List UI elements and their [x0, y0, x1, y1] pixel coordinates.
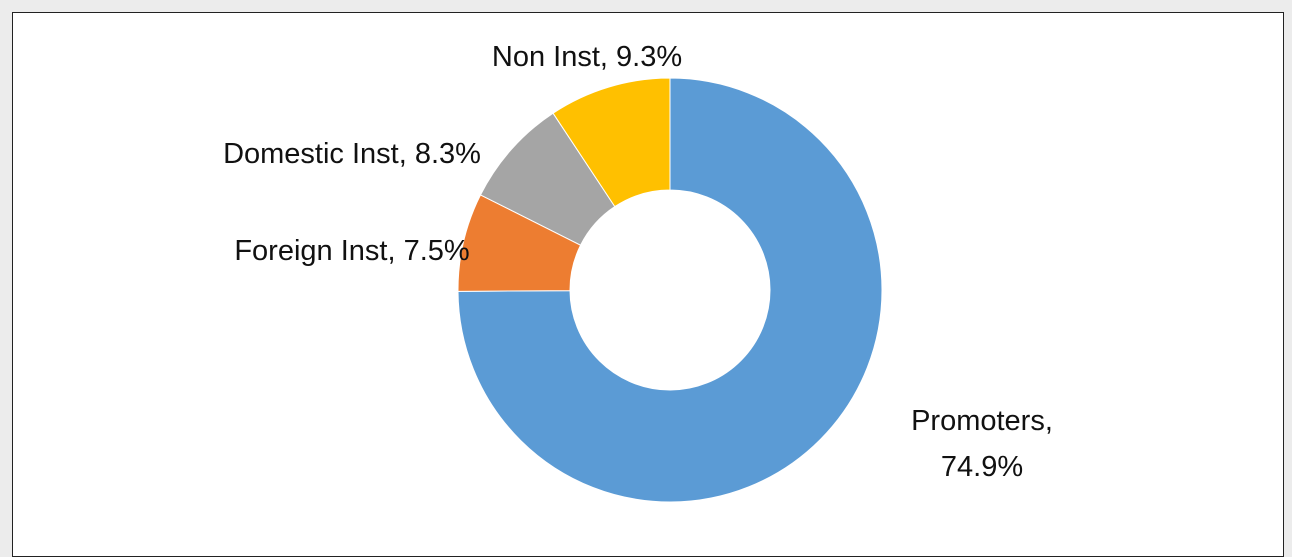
data-label: Non Inst, 9.3% [491, 41, 683, 73]
donut-slice [457, 77, 883, 503]
chart [457, 77, 883, 503]
page: {"chart_data": {"type": "donut", "labels… [12, 12, 1284, 557]
data-label: Promoters, 74.9% [911, 405, 1053, 483]
donut-slice [552, 77, 671, 208]
data-label: Domestic Inst, 8.3% [223, 138, 481, 170]
data-label: Foreign Inst, 7.5% [234, 235, 470, 267]
